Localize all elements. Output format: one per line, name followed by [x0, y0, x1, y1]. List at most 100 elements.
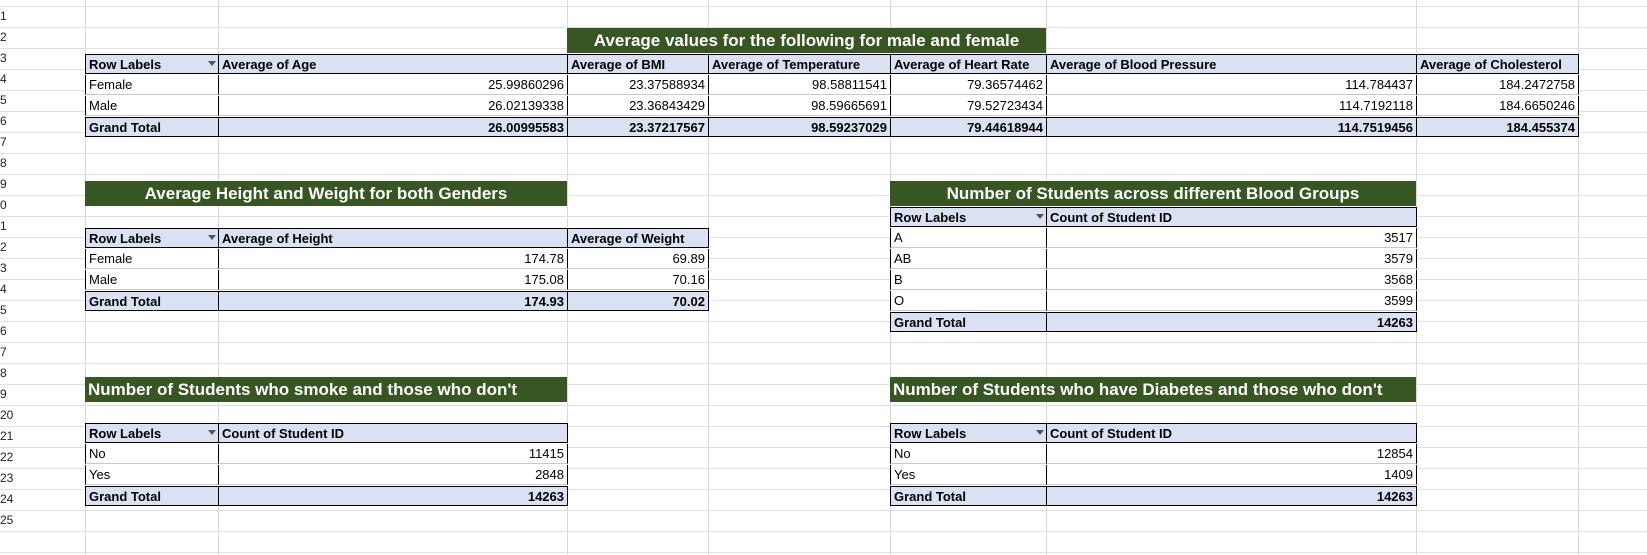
table-cell[interactable]: 79.36574462: [890, 75, 1047, 95]
row-number[interactable]: 2: [0, 240, 7, 254]
row-number[interactable]: 8: [0, 156, 7, 170]
row-number[interactable]: 25: [0, 513, 14, 527]
table-cell[interactable]: 11415: [218, 444, 568, 464]
row-number[interactable]: 21: [0, 429, 14, 443]
pivot3-title: Number of Students across different Bloo…: [890, 181, 1416, 206]
row-number[interactable]: 23: [0, 471, 14, 485]
header-label: Row Labels: [89, 57, 162, 72]
grand-total-cell[interactable]: 14263: [1046, 486, 1417, 506]
row-number[interactable]: 4: [0, 72, 7, 86]
table-cell[interactable]: 114.7192118: [1046, 96, 1417, 116]
header-average-heart-rate[interactable]: Average of Heart Rate: [890, 54, 1047, 74]
row-number[interactable]: 6: [0, 324, 7, 338]
row-labels-filter[interactable]: Row Labels: [85, 228, 219, 248]
row-label-ab[interactable]: AB: [890, 249, 1047, 269]
row-number[interactable]: 24: [0, 492, 14, 506]
table-cell[interactable]: 98.58811541: [708, 75, 891, 95]
row-label-o[interactable]: O: [890, 291, 1047, 311]
header-average-age[interactable]: Average of Age: [218, 54, 568, 74]
table-cell[interactable]: 98.59665691: [708, 96, 891, 116]
row-label-b[interactable]: B: [890, 270, 1047, 290]
grand-total-label[interactable]: Grand Total: [890, 486, 1047, 506]
table-cell[interactable]: 25.99860296: [218, 75, 568, 95]
dropdown-arrow-icon[interactable]: [208, 61, 216, 66]
row-label-male[interactable]: Male: [85, 96, 219, 116]
header-average-height[interactable]: Average of Height: [218, 228, 568, 248]
row-label-male[interactable]: Male: [85, 270, 219, 290]
table-cell[interactable]: 70.16: [567, 270, 709, 290]
row-number[interactable]: 9: [0, 177, 7, 191]
dropdown-arrow-icon[interactable]: [208, 430, 216, 435]
table-cell[interactable]: 3599: [1046, 291, 1417, 311]
row-label-no[interactable]: No: [890, 444, 1047, 464]
grand-total-cell[interactable]: 79.44618944: [890, 117, 1047, 137]
header-count-student-id[interactable]: Count of Student ID: [1046, 207, 1417, 227]
row-label-yes[interactable]: Yes: [890, 465, 1047, 485]
dropdown-arrow-icon[interactable]: [1036, 214, 1044, 219]
row-number[interactable]: 3: [0, 51, 7, 65]
dropdown-arrow-icon[interactable]: [208, 235, 216, 240]
table-cell[interactable]: 23.37588934: [567, 75, 709, 95]
header-average-blood-pressure[interactable]: Average of Blood Pressure: [1046, 54, 1417, 74]
row-number[interactable]: 1: [0, 9, 7, 23]
row-label-no[interactable]: No: [85, 444, 219, 464]
row-number[interactable]: 6: [0, 114, 7, 128]
grand-total-cell[interactable]: 174.93: [218, 291, 568, 311]
row-label-female[interactable]: Female: [85, 249, 219, 269]
grand-total-label[interactable]: Grand Total: [85, 117, 219, 137]
row-number[interactable]: 3: [0, 261, 7, 275]
table-cell[interactable]: 3568: [1046, 270, 1417, 290]
table-cell[interactable]: 1409: [1046, 465, 1417, 485]
grand-total-cell[interactable]: 184.455374: [1416, 117, 1579, 137]
header-count-student-id[interactable]: Count of Student ID: [218, 423, 568, 443]
table-cell[interactable]: 184.2472758: [1416, 75, 1579, 95]
row-number[interactable]: 22: [0, 450, 14, 464]
row-number[interactable]: 7: [0, 135, 7, 149]
row-number[interactable]: 20: [0, 408, 14, 422]
grand-total-cell[interactable]: 26.00995583: [218, 117, 568, 137]
grand-total-cell[interactable]: 14263: [218, 486, 568, 506]
table-cell[interactable]: 2848: [218, 465, 568, 485]
row-label-a[interactable]: A: [890, 228, 1047, 248]
header-average-temperature[interactable]: Average of Temperature: [708, 54, 891, 74]
row-number[interactable]: 0: [0, 198, 7, 212]
row-number[interactable]: 5: [0, 93, 7, 107]
row-number[interactable]: 5: [0, 303, 7, 317]
row-labels-filter[interactable]: Row Labels: [85, 423, 219, 443]
table-cell[interactable]: 184.6650246: [1416, 96, 1579, 116]
header-average-weight[interactable]: Average of Weight: [567, 228, 709, 248]
grand-total-cell[interactable]: 114.7519456: [1046, 117, 1417, 137]
grand-total-cell[interactable]: 98.59237029: [708, 117, 891, 137]
table-cell[interactable]: 23.36843429: [567, 96, 709, 116]
table-cell[interactable]: 3517: [1046, 228, 1417, 248]
row-number[interactable]: 1: [0, 219, 7, 233]
table-cell[interactable]: 12854: [1046, 444, 1417, 464]
grand-total-cell[interactable]: 70.02: [567, 291, 709, 311]
row-number[interactable]: 4: [0, 282, 7, 296]
table-cell[interactable]: 114.784437: [1046, 75, 1417, 95]
row-number[interactable]: 2: [0, 30, 7, 44]
row-label-female[interactable]: Female: [85, 75, 219, 95]
row-number[interactable]: 7: [0, 345, 7, 359]
grand-total-label[interactable]: Grand Total: [890, 312, 1047, 332]
row-labels-filter[interactable]: Row Labels: [890, 423, 1047, 443]
row-label-yes[interactable]: Yes: [85, 465, 219, 485]
table-cell[interactable]: 3579: [1046, 249, 1417, 269]
row-number[interactable]: 8: [0, 366, 7, 380]
header-average-cholesterol[interactable]: Average of Cholesterol: [1416, 54, 1579, 74]
table-cell[interactable]: 174.78: [218, 249, 568, 269]
header-count-student-id[interactable]: Count of Student ID: [1046, 423, 1417, 443]
row-labels-filter[interactable]: Row Labels: [890, 207, 1047, 227]
grand-total-label[interactable]: Grand Total: [85, 486, 219, 506]
row-number[interactable]: 9: [0, 387, 7, 401]
grand-total-label[interactable]: Grand Total: [85, 291, 219, 311]
table-cell[interactable]: 175.08: [218, 270, 568, 290]
grand-total-cell[interactable]: 23.37217567: [567, 117, 709, 137]
table-cell[interactable]: 69.89: [567, 249, 709, 269]
table-cell[interactable]: 79.52723434: [890, 96, 1047, 116]
grand-total-cell[interactable]: 14263: [1046, 312, 1417, 332]
row-labels-filter[interactable]: Row Labels: [85, 54, 219, 74]
dropdown-arrow-icon[interactable]: [1036, 430, 1044, 435]
table-cell[interactable]: 26.02139338: [218, 96, 568, 116]
header-average-bmi[interactable]: Average of BMI: [567, 54, 709, 74]
